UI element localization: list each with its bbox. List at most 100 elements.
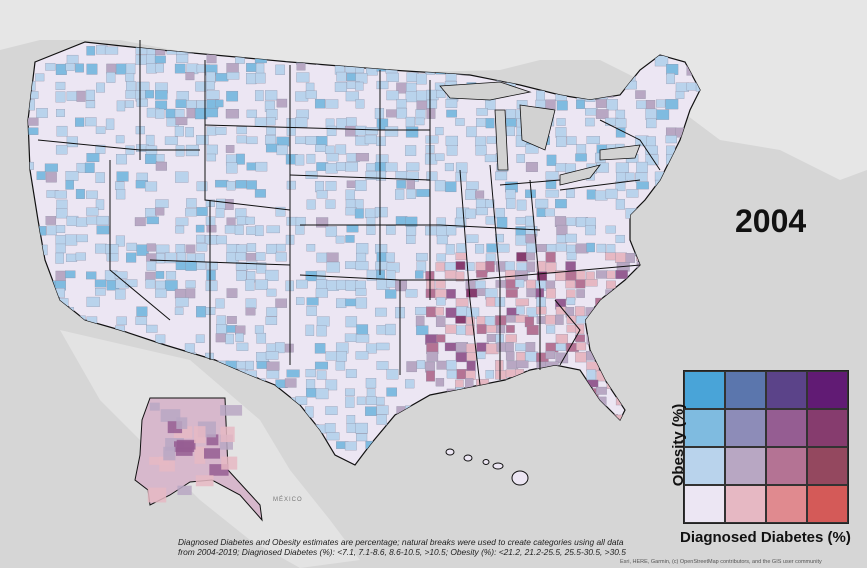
county-patch bbox=[116, 316, 127, 326]
county-patch bbox=[336, 351, 347, 362]
county-patch bbox=[185, 127, 194, 138]
county-patch bbox=[176, 54, 189, 63]
county-patch bbox=[476, 351, 486, 360]
county-patch bbox=[366, 225, 376, 235]
county-patch bbox=[235, 180, 247, 189]
county-patch bbox=[145, 90, 154, 99]
county-patch bbox=[556, 118, 566, 126]
county-patch bbox=[446, 360, 457, 370]
county-patch bbox=[466, 234, 479, 243]
county-patch bbox=[575, 243, 589, 254]
county-patch bbox=[86, 63, 98, 75]
county-patch bbox=[526, 261, 536, 272]
county-patch bbox=[325, 145, 335, 154]
county-patch bbox=[75, 63, 84, 73]
county-patch bbox=[376, 136, 386, 147]
county-patch bbox=[236, 342, 249, 351]
county-patch bbox=[505, 351, 515, 361]
county-patch bbox=[515, 343, 528, 352]
county-patch bbox=[246, 136, 258, 145]
county-patch bbox=[605, 225, 616, 234]
county-patch bbox=[226, 162, 238, 174]
hawaii[interactable] bbox=[445, 448, 529, 486]
county-patch bbox=[586, 189, 597, 200]
county-patch bbox=[306, 388, 317, 398]
county-patch bbox=[435, 262, 445, 272]
county-patch bbox=[465, 324, 475, 336]
county-patch bbox=[185, 261, 197, 271]
county-patch bbox=[436, 235, 448, 245]
county-patch bbox=[125, 63, 136, 75]
county-patch bbox=[265, 316, 278, 325]
county-patch bbox=[75, 188, 85, 199]
county-patch bbox=[386, 90, 399, 101]
county-patch bbox=[225, 199, 234, 210]
county-patch bbox=[154, 55, 166, 64]
county-patch bbox=[575, 351, 587, 363]
alaska-county-patch bbox=[194, 426, 206, 444]
county-patch bbox=[424, 153, 438, 165]
county-patch bbox=[154, 90, 168, 100]
county-patch bbox=[185, 288, 196, 299]
county-patch bbox=[55, 81, 66, 90]
county-patch bbox=[515, 226, 528, 236]
methodology-note: Diagnosed Diabetes and Obesity estimates… bbox=[178, 537, 678, 557]
county-patch bbox=[84, 117, 97, 127]
county-patch bbox=[505, 342, 514, 353]
county-patch bbox=[65, 234, 78, 246]
county-patch bbox=[495, 360, 504, 371]
county-patch bbox=[635, 172, 648, 183]
county-patch bbox=[46, 225, 57, 236]
county-patch bbox=[485, 343, 499, 355]
county-patch bbox=[435, 127, 444, 136]
county-patch bbox=[265, 351, 279, 360]
county-patch bbox=[415, 117, 425, 126]
county-patch bbox=[405, 145, 417, 156]
legend-cell-r2-c2 bbox=[766, 447, 807, 485]
county-patch bbox=[665, 135, 677, 144]
county-patch bbox=[314, 98, 326, 109]
county-patch bbox=[155, 271, 165, 279]
county-patch bbox=[426, 351, 439, 362]
county-patch bbox=[536, 90, 545, 101]
legend-cell-r2-c1 bbox=[725, 447, 766, 485]
county-patch bbox=[355, 288, 367, 296]
county-patch bbox=[435, 280, 446, 289]
county-patch bbox=[306, 153, 316, 164]
county-patch bbox=[466, 181, 479, 190]
county-patch bbox=[545, 189, 559, 198]
county-patch bbox=[385, 225, 396, 235]
county-patch bbox=[545, 350, 556, 359]
county-patch bbox=[235, 252, 247, 261]
alaska-county-patch bbox=[220, 405, 243, 416]
legend-cell-r3-c2 bbox=[766, 485, 807, 523]
county-patch bbox=[346, 72, 357, 81]
county-patch bbox=[526, 252, 536, 261]
county-patch bbox=[525, 189, 536, 198]
county-patch bbox=[544, 208, 555, 217]
county-patch bbox=[606, 270, 616, 279]
county-patch bbox=[206, 54, 217, 64]
county-patch bbox=[406, 361, 417, 373]
county-patch bbox=[215, 235, 227, 245]
county-patch bbox=[436, 297, 446, 306]
county-patch bbox=[615, 109, 626, 119]
county-patch bbox=[416, 189, 430, 197]
county-patch bbox=[315, 288, 329, 298]
county-patch bbox=[455, 261, 466, 270]
county-patch bbox=[86, 296, 100, 307]
county-patch bbox=[35, 73, 45, 82]
county-patch bbox=[376, 405, 389, 415]
county-patch bbox=[326, 153, 339, 162]
county-patch bbox=[355, 180, 367, 191]
county-patch bbox=[185, 244, 196, 254]
county-patch bbox=[375, 244, 388, 254]
county-patch bbox=[185, 280, 196, 289]
county-patch bbox=[305, 170, 318, 179]
county-patch bbox=[246, 243, 257, 252]
county-patch bbox=[85, 89, 95, 101]
county-patch bbox=[506, 198, 516, 209]
county-patch bbox=[185, 208, 197, 217]
county-patch bbox=[325, 379, 338, 391]
